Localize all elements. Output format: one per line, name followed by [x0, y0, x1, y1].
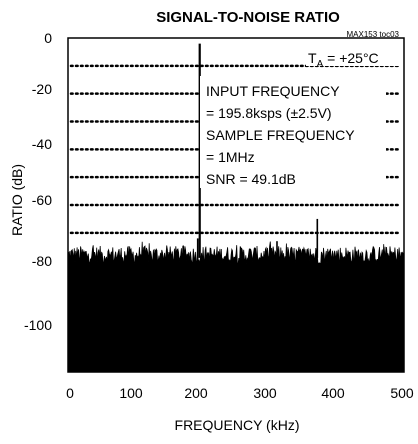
noise-floor-trace — [67, 241, 405, 373]
annotation-line-1: INPUT FREQUENCY — [206, 83, 340, 99]
y-tick-labels: 0 -20 -40 -60 -80 -100 — [24, 30, 52, 333]
x-tick-5: 500 — [390, 385, 414, 401]
annotation-line-5: SNR = 49.1dB — [206, 171, 296, 187]
x-tick-4: 400 — [321, 385, 345, 401]
chart-title: SIGNAL-TO-NOISE RATIO — [156, 9, 340, 26]
figure-id: MAX153 toc03 — [347, 30, 400, 39]
x-tick-1: 100 — [119, 385, 143, 401]
temp-symbol: T — [308, 50, 317, 66]
x-tick-labels: 0 100 200 300 400 500 — [66, 385, 414, 401]
x-tick-0: 0 — [66, 385, 74, 401]
y-axis-label: RATIO (dB) — [9, 164, 25, 236]
annotation-line-2: = 195.8ksps (±2.5V) — [206, 105, 332, 121]
annotation-line-3: SAMPLE FREQUENCY — [206, 127, 355, 143]
y-tick-1: -20 — [32, 81, 52, 97]
info-annotation-bg — [200, 76, 386, 188]
y-tick-0: 0 — [44, 30, 52, 46]
temperature-annotation: TA = +25°C — [306, 44, 400, 70]
y-tick-2: -40 — [32, 136, 52, 152]
x-axis-label: FREQUENCY (kHz) — [175, 417, 300, 433]
info-annotation: INPUT FREQUENCY = 195.8ksps (±2.5V) SAMP… — [200, 76, 386, 188]
y-tick-5: -100 — [24, 317, 52, 333]
y-tick-4: -80 — [32, 253, 52, 269]
x-tick-3: 300 — [253, 385, 277, 401]
temperature-annotation-text: TA = +25°C — [308, 50, 379, 70]
spur-lines — [196, 43, 319, 258]
y-tick-3: -60 — [32, 192, 52, 208]
temp-subscript: A — [317, 59, 324, 70]
annotation-line-4: = 1MHz — [206, 149, 255, 165]
temperature-annotation-bg — [306, 44, 400, 66]
x-tick-2: 200 — [184, 385, 208, 401]
temp-value: = +25°C — [323, 50, 378, 66]
